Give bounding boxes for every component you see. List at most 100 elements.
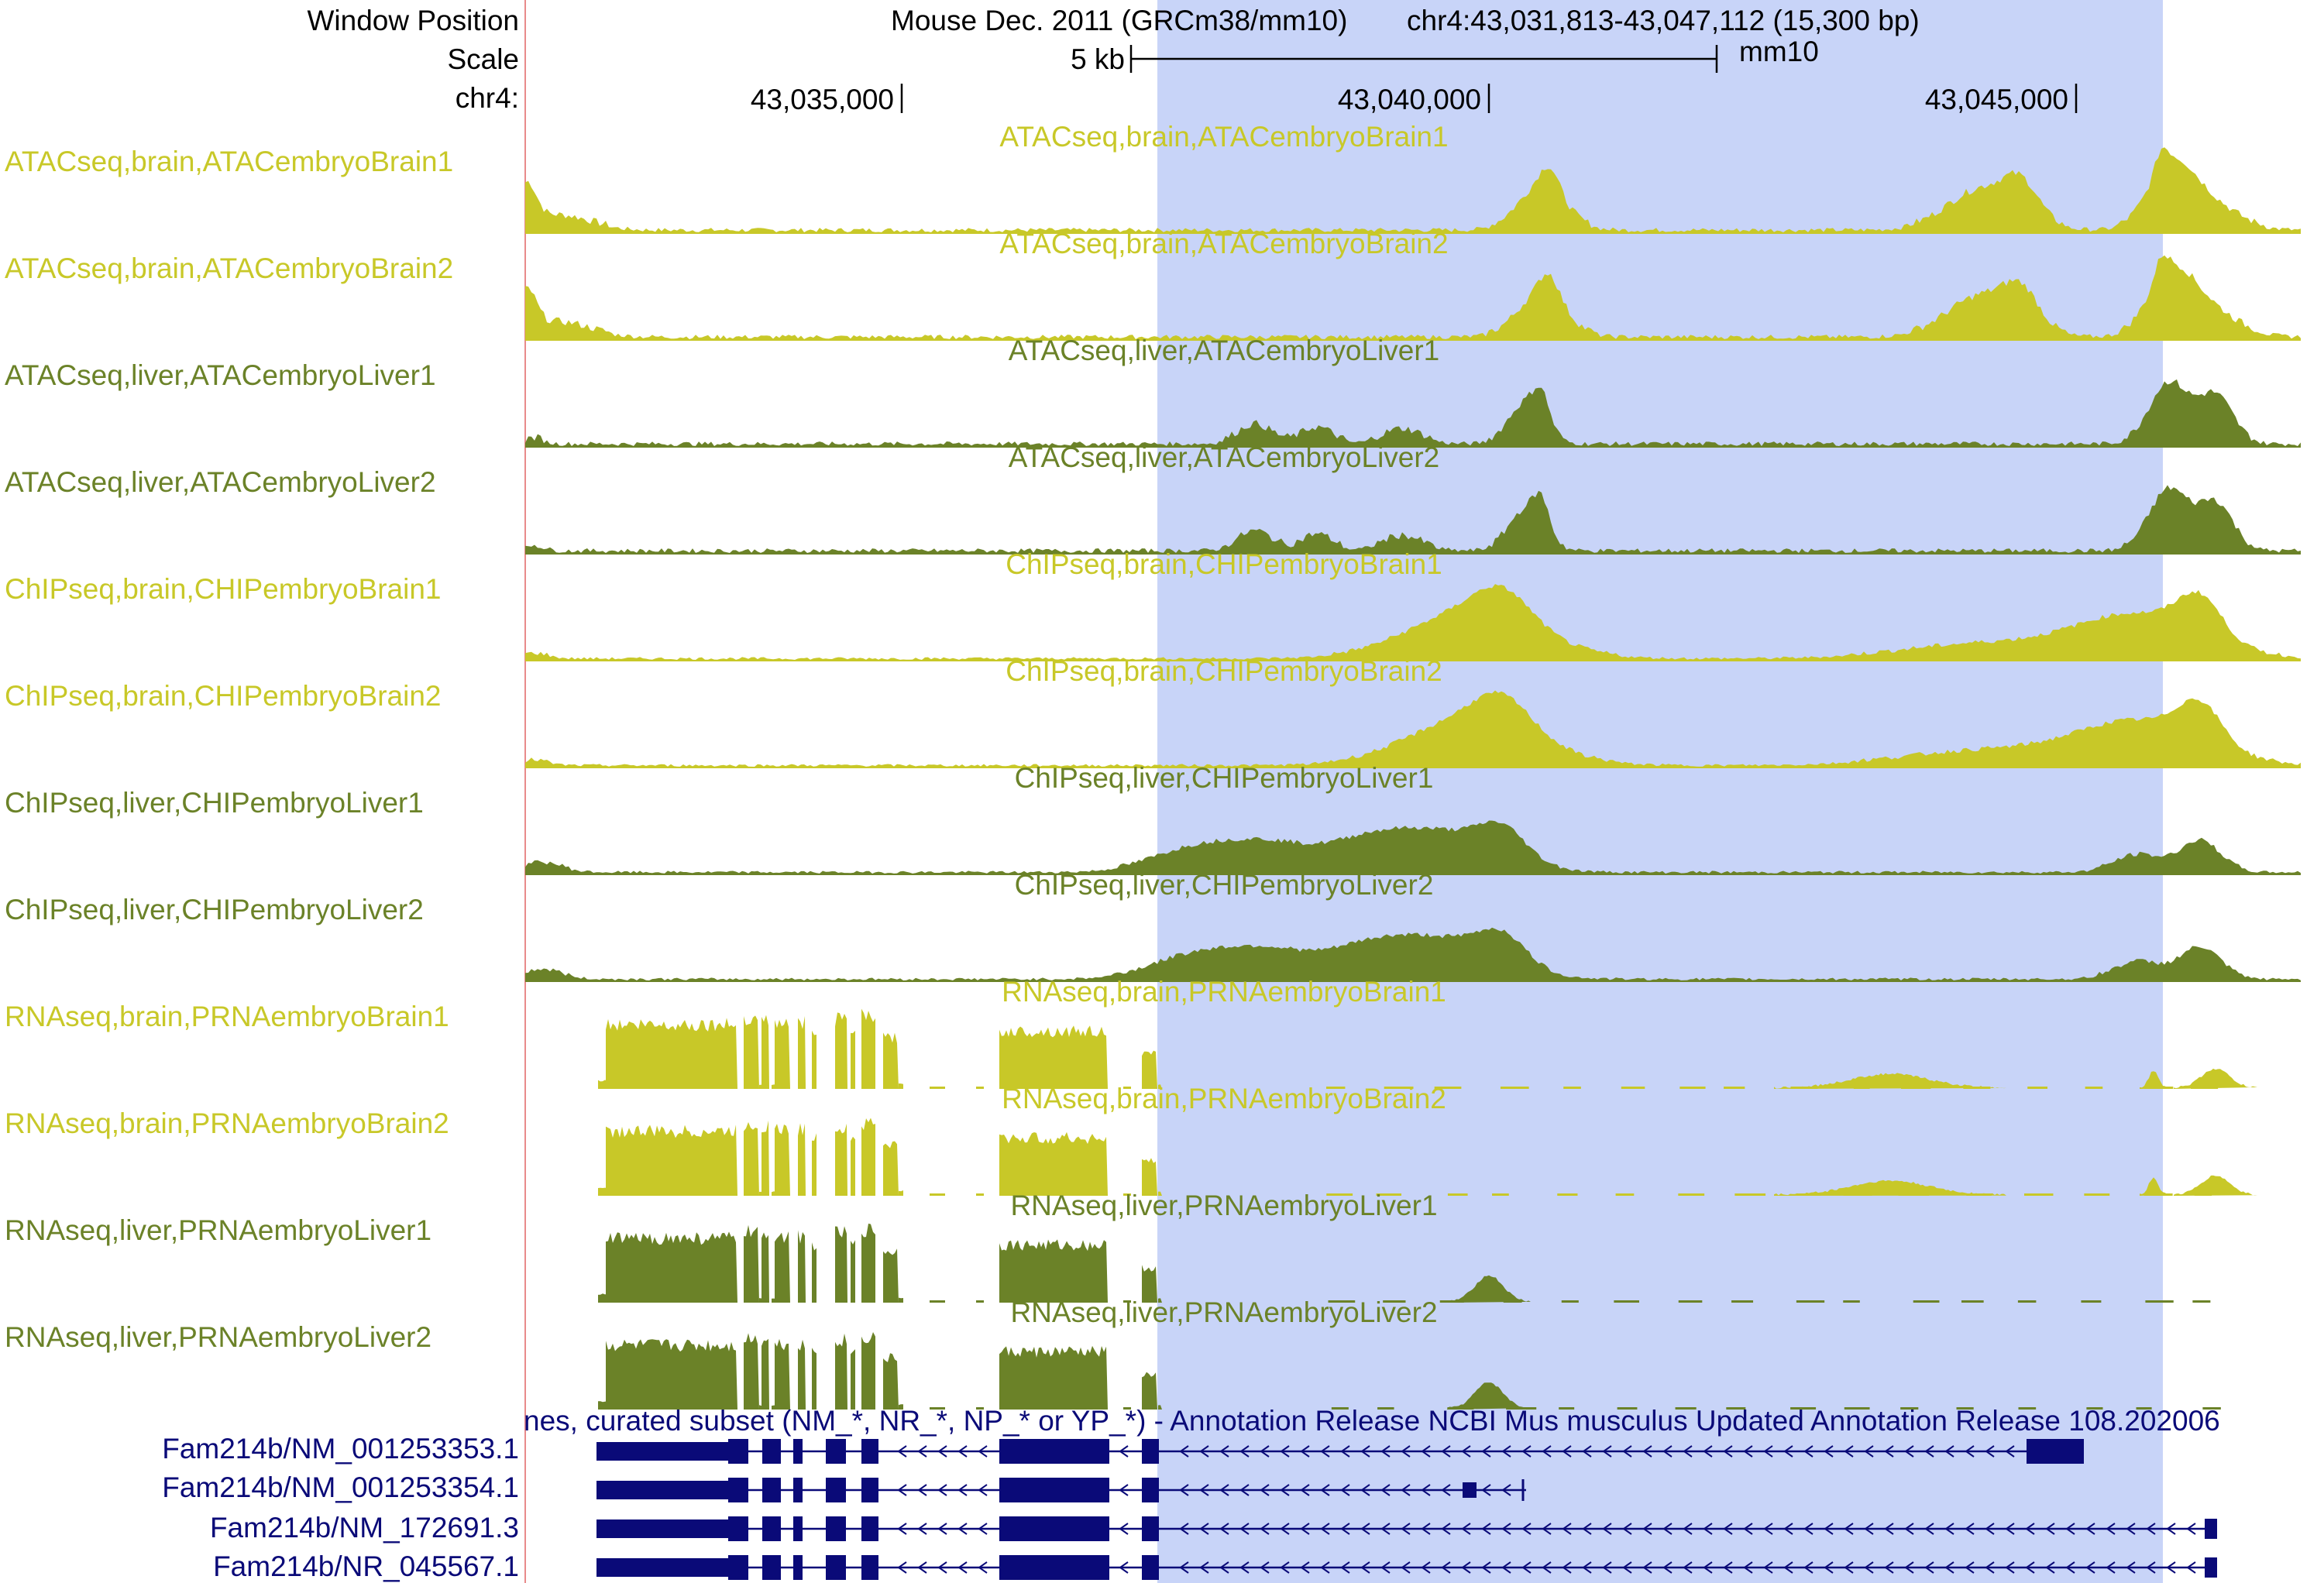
signal-fragment (976, 1193, 984, 1196)
signal-area (812, 1133, 816, 1196)
signal-area (835, 1333, 847, 1410)
signal-fragment (2136, 1407, 2152, 1410)
signal-fragment (1901, 1087, 1931, 1089)
track-name-label[interactable]: ATACseq,liver,ATACembryoLiver2 (5, 466, 436, 498)
coding-exon (999, 1555, 1109, 1580)
track-name-label[interactable]: ChIPseq,brain,CHIPembryoBrain2 (5, 680, 442, 712)
signal-area (1774, 1073, 2006, 1089)
signal-area (835, 1012, 847, 1089)
transcript-label[interactable]: Fam214b/NM_001253353.1 (162, 1433, 519, 1465)
track-center-label: RNAseq,brain,PRNAembryoBrain2 (1002, 1083, 1446, 1114)
transcript-label[interactable]: Fam214b/NR_045567.1 (213, 1550, 519, 1582)
signal-area (744, 1224, 759, 1303)
track-name-label[interactable]: RNAseq,liver,PRNAembryoLiver2 (5, 1321, 432, 1353)
signal-area (525, 690, 2301, 768)
coding-exon (826, 1555, 846, 1580)
signal-area (1447, 1275, 1531, 1303)
transcript-label[interactable]: Fam214b/NM_172691.3 (209, 1512, 519, 1544)
coding-exon (1142, 1555, 1159, 1580)
track-name-label[interactable]: ATACseq,liver,ATACembryoLiver1 (5, 359, 436, 391)
tick-label: 43,035,000 (750, 84, 894, 115)
strand-arrow (897, 1523, 2196, 1535)
utr-exon (2205, 1557, 2217, 1578)
coding-exon (762, 1478, 781, 1502)
signal-area (2174, 1068, 2257, 1089)
signal-area (835, 1123, 847, 1196)
signal-area (851, 1136, 855, 1196)
coding-exon (861, 1555, 878, 1580)
signal-fragment (1843, 1193, 1872, 1196)
track-name-label[interactable]: RNAseq,brain,PRNAembryoBrain2 (5, 1107, 449, 1139)
coding-exon (1142, 1439, 1159, 1464)
signal-area (2140, 1177, 2168, 1196)
signal-area (999, 1131, 1108, 1196)
signal-fragment (1383, 1300, 1406, 1303)
signal-area (899, 1190, 903, 1196)
signal-fragment (1331, 1407, 1349, 1410)
signal-fragment (2191, 1087, 2219, 1089)
track-name-label[interactable]: ChIPseq,liver,CHIPembryoLiver1 (5, 787, 424, 819)
signal-fragment (1123, 1300, 1131, 1303)
signal-area (775, 1338, 790, 1410)
signal-fragment (1900, 1407, 1919, 1410)
signal-fragment (1853, 1087, 1870, 1089)
signal-fragment (930, 1300, 945, 1303)
signal-fragment (2085, 1087, 2103, 1089)
signal-area (525, 485, 2301, 555)
signal-fragment (1384, 1087, 1414, 1089)
track-name-label[interactable]: RNAseq,brain,PRNAembryoBrain1 (5, 1001, 449, 1032)
signal-fragment (2018, 1407, 2037, 1410)
tick-label: 43,040,000 (1337, 84, 1481, 115)
highlight-region (1157, 0, 2163, 1583)
coding-exon (861, 1478, 878, 1502)
signal-fragment (1615, 1193, 1635, 1196)
signal-area (525, 255, 2301, 341)
signal-fragment (1123, 1407, 1131, 1410)
assembly-title: Mouse Dec. 2011 (GRCm38/mm10) (891, 5, 1348, 36)
signal-fragment (1675, 1407, 1697, 1410)
signal-fragment (1913, 1300, 1940, 1303)
utr-exon (2205, 1519, 2217, 1539)
coding-exon (728, 1478, 748, 1502)
track-center-label: RNAseq,liver,PRNAembryoLiver2 (1010, 1296, 1438, 1328)
signal-fragment (1731, 1300, 1754, 1303)
signal-area (798, 1230, 806, 1303)
track-name-label[interactable]: ATACseq,brain,ATACembryoBrain2 (5, 252, 454, 284)
track-center-label: ChIPseq,liver,CHIPembryoLiver2 (1014, 869, 1434, 901)
signal-area (883, 1353, 899, 1410)
coding-exon (793, 1516, 803, 1541)
signal-fragment (2194, 1193, 2212, 1196)
signal-fragment (1726, 1407, 1746, 1410)
signal-area (1142, 1158, 1157, 1196)
track-center-label: ATACseq,liver,ATACembryoLiver2 (1008, 441, 1440, 473)
track-name-label[interactable]: RNAseq,liver,PRNAembryoLiver1 (5, 1214, 432, 1246)
transcript-label[interactable]: Fam214b/NM_001253354.1 (162, 1471, 519, 1503)
signal-area (761, 1338, 769, 1410)
signal-area (606, 1125, 737, 1196)
signal-fragment (2017, 1300, 2037, 1303)
signal-area (1142, 1265, 1157, 1303)
signal-fragment (1376, 1193, 1402, 1196)
track-name-label[interactable]: ChIPseq,liver,CHIPembryoLiver2 (5, 894, 424, 925)
signal-area (606, 1231, 737, 1303)
coding-exon (762, 1555, 781, 1580)
coding-exon (861, 1516, 878, 1541)
track-name-label[interactable]: ATACseq,brain,ATACembryoBrain1 (5, 146, 454, 177)
coding-exon (728, 1439, 748, 1464)
signal-fragment (1328, 1300, 1356, 1303)
coding-exon (826, 1516, 846, 1541)
signal-fragment (2144, 1193, 2173, 1196)
signal-area (861, 1118, 875, 1196)
signal-area (899, 1083, 903, 1089)
signal-fragment (1559, 1407, 1575, 1410)
signal-fragment (1678, 1193, 1705, 1196)
track-name-label[interactable]: ChIPseq,brain,CHIPembryoBrain1 (5, 573, 442, 605)
signal-fragment (1503, 1300, 1522, 1303)
track-center-label: ChIPseq,liver,CHIPembryoLiver1 (1014, 762, 1434, 794)
coding-exon (762, 1439, 781, 1464)
signal-area (761, 1120, 769, 1196)
coding-exon (793, 1555, 803, 1580)
signal-area (812, 1348, 816, 1410)
signal-fragment (1679, 1087, 1706, 1089)
signal-fragment (976, 1300, 984, 1303)
